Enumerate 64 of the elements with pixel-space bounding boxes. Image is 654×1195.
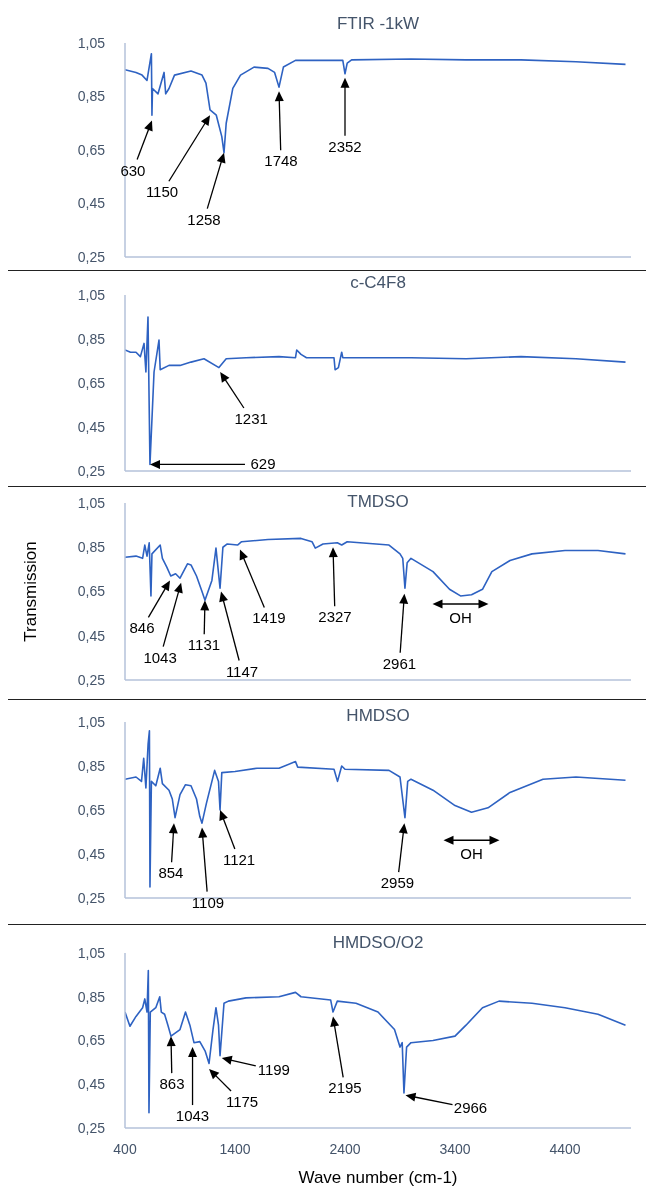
annotation: 2966 [453,1099,488,1117]
annotation: 629 [250,455,276,473]
x-tick-label: 2400 [329,1140,361,1157]
y-tick-label: 0,85 [77,988,106,1005]
y-tick-label: 0,85 [77,757,106,774]
y-tick-label: 0,85 [77,88,106,105]
annotation: 846 [129,619,155,637]
x-tick-label: 3400 [439,1140,471,1157]
annotation: 1199 [257,1061,290,1078]
y-tick-label: 0,85 [77,539,106,556]
annotation: 1419 [252,609,286,627]
y-tick-label: 1,05 [77,944,106,961]
chart-title: HMDSO/O2 [331,933,425,953]
annotation: 1109 [191,893,225,911]
y-tick-label: 0,25 [77,889,106,906]
annotation: 854 [158,864,184,882]
y-tick-label: 1,05 [77,494,106,511]
annotation: 1147 [225,662,259,680]
y-tick-label: 0,45 [77,627,106,644]
y-tick-label: 0,25 [77,671,106,688]
annotation: 2327 [318,608,352,626]
y-tick-label: 0,65 [77,141,106,158]
chart-title: FTIR -1kW [335,14,421,34]
x-axis-title: Wave number (cm-1) [298,1168,458,1187]
y-tick-label: 0,45 [77,1076,106,1093]
y-tick-label: 0,45 [77,418,106,435]
annotation: 863 [159,1075,185,1093]
line-series [125,730,627,888]
y-tick-label: 0,65 [77,801,106,818]
annotation: 2961 [382,654,417,672]
y-tick-label: 1,05 [77,286,106,303]
annotation: 2195 [328,1079,362,1097]
annotation: 1043 [175,1107,210,1125]
y-tick-label: 0,65 [77,583,106,600]
chart-title: c-C4F8 [349,273,407,293]
y-tick-label: 0,65 [77,1032,106,1049]
chart-title: HMDSO [345,706,411,726]
annotation: 630 [120,161,146,179]
y-tick-label: 0,25 [77,1119,106,1136]
x-tick-label: 400 [113,1140,137,1157]
annotation: 1231 [234,410,268,427]
y-tick-label: 0,45 [77,195,106,212]
x-tick-label: 4400 [549,1140,581,1157]
annotation: 2959 [380,874,415,892]
chart-title: TMDSO [346,492,410,512]
annotation: OH [449,608,472,626]
y-axis-title: Transmission [21,541,41,642]
y-tick-label: 0,45 [77,845,106,862]
y-tick-label: 1,05 [77,713,106,730]
y-tick-label: 0,25 [77,248,106,265]
y-tick-label: 0,25 [77,462,106,479]
annotation: 1748 [264,152,298,170]
annotation: 1150 [145,183,179,201]
y-tick-label: 0,85 [77,330,106,347]
x-tick-label: 1400 [219,1140,251,1157]
annotation: 1043 [143,648,177,666]
annotation: OH [460,845,483,863]
y-tick-label: 1,05 [77,34,106,51]
y-tick-label: 0,65 [77,374,106,391]
annotation: 1121 [222,851,256,868]
annotation: 2352 [328,137,362,155]
annotation: 1258 [187,210,221,228]
annotation: 1175 [225,1092,259,1110]
annotation: 1131 [187,636,221,654]
